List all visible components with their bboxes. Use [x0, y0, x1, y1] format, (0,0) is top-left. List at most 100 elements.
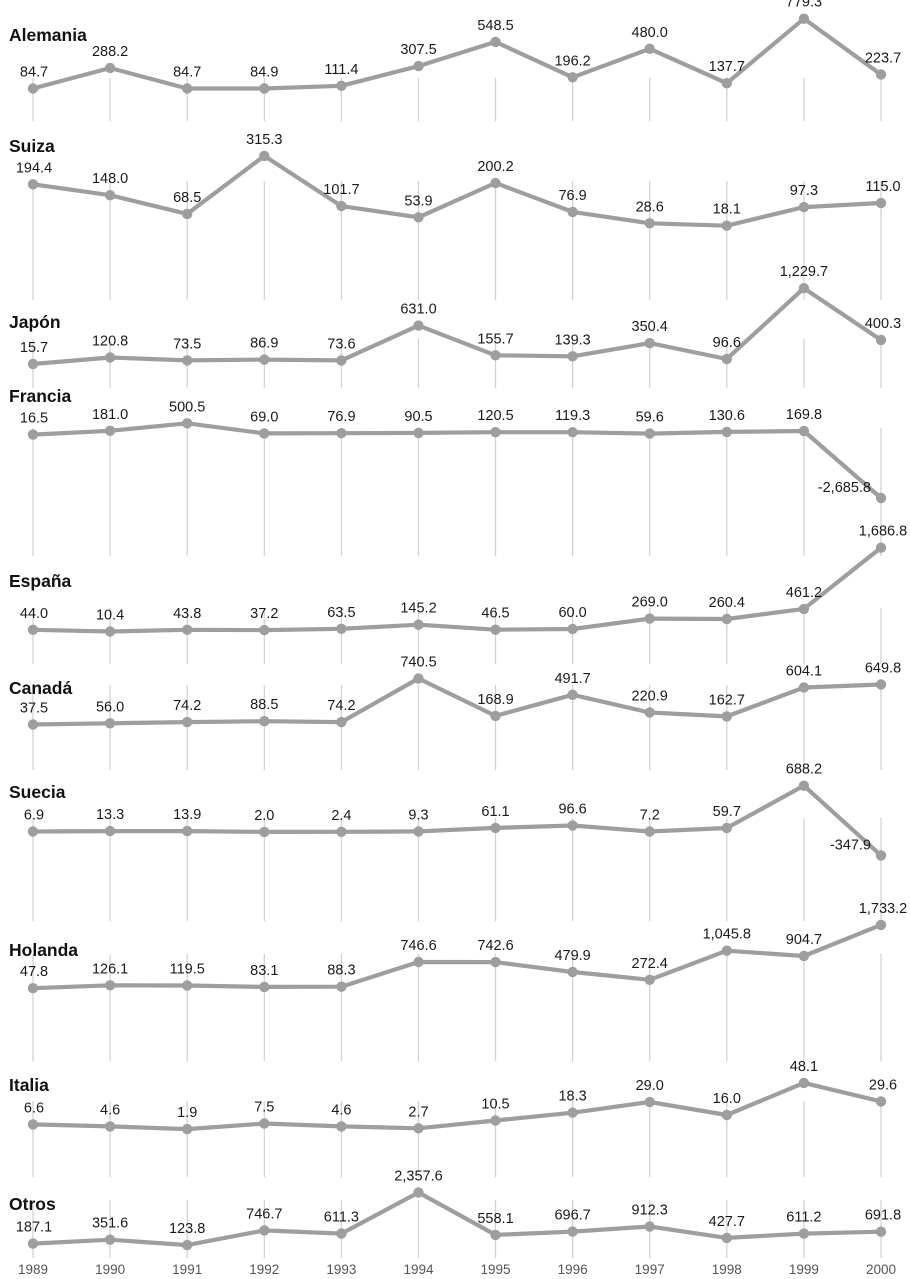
data-point: [567, 427, 578, 438]
data-label: 96.6: [713, 335, 741, 351]
data-point: [336, 428, 347, 439]
data-point: [413, 826, 424, 837]
data-point: [490, 177, 501, 189]
data-label: 742.6: [477, 938, 513, 954]
data-point: [875, 679, 887, 690]
data-point: [798, 1228, 810, 1239]
data-label: 119.3: [555, 408, 590, 424]
data-label: 6.6: [24, 1100, 44, 1116]
data-label: 97.3: [790, 183, 818, 199]
series-panel-alemania: Alemania 84.7 288.2 84.7 84.9 111.4 307.5 548.5…: [9, 0, 901, 94]
data-point: [798, 603, 810, 615]
data-label: 74.2: [327, 698, 355, 714]
data-point: [336, 1228, 347, 1239]
data-label: 611.3: [324, 1210, 359, 1226]
data-label: 6.9: [24, 808, 44, 824]
data-point: [567, 966, 578, 978]
data-point: [644, 707, 655, 718]
data-label: 162.7: [709, 692, 745, 708]
x-tick-label: 1993: [326, 1262, 356, 1277]
data-point: [798, 1077, 810, 1089]
data-label: 740.5: [400, 655, 436, 671]
data-label: 18.3: [558, 1089, 586, 1105]
data-point: [721, 1232, 732, 1244]
data-label: 10.5: [481, 1097, 509, 1113]
x-tick-label: 1999: [789, 1262, 819, 1277]
data-label: 119.5: [170, 962, 205, 978]
data-point: [27, 1238, 39, 1249]
data-label: 73.6: [327, 336, 355, 352]
data-label: 649.8: [865, 661, 901, 677]
data-point: [490, 710, 501, 722]
data-label: 90.5: [404, 409, 432, 425]
data-label: 46.5: [481, 606, 509, 622]
data-point: [413, 60, 424, 72]
data-point: [336, 981, 347, 992]
data-point: [798, 950, 810, 962]
data-point: [104, 1234, 116, 1245]
data-label: -347.9: [830, 837, 871, 853]
data-label: 73.5: [173, 336, 201, 352]
data-point: [336, 1121, 347, 1132]
data-point: [644, 1096, 655, 1108]
data-label: 84.7: [173, 65, 201, 81]
series-panel-francia: Francia 16.5 181.0 500.5 69.0 76.9 90.5 120.5 11…: [9, 386, 887, 504]
series-name: Otros: [9, 1194, 56, 1214]
data-point: [567, 1107, 578, 1118]
data-point: [259, 83, 270, 94]
data-label: 69.0: [250, 409, 278, 425]
data-label: 479.9: [554, 948, 590, 964]
data-point: [567, 820, 578, 831]
data-point: [798, 201, 810, 213]
series-line: [30, 16, 884, 91]
data-label: 60.0: [558, 605, 586, 621]
data-point: [644, 974, 655, 985]
data-point: [413, 427, 424, 439]
data-label: 155.7: [477, 331, 513, 347]
data-label: 187.1: [16, 1220, 52, 1236]
x-tick-label: 1990: [95, 1262, 125, 1277]
data-label: 10.4: [96, 608, 124, 624]
series-line: [30, 545, 884, 634]
data-point: [490, 956, 501, 968]
data-label: 76.9: [558, 188, 586, 204]
data-point: [875, 334, 887, 346]
data-point: [413, 1123, 424, 1134]
data-point: [182, 208, 193, 220]
data-label: 223.7: [865, 51, 901, 67]
data-label: 2.0: [254, 808, 274, 824]
data-point: [259, 1225, 270, 1236]
data-point: [104, 190, 116, 201]
data-label: 194.4: [16, 160, 52, 176]
series-line: [30, 922, 884, 991]
data-label: 59.6: [636, 410, 664, 426]
x-tick-label: 1991: [172, 1262, 202, 1277]
data-label: 1,229.7: [780, 264, 828, 280]
x-tick-label: 1994: [403, 1262, 434, 1277]
data-point: [182, 716, 193, 728]
x-tick-label: 1996: [558, 1262, 588, 1277]
x-tick-label: 1989: [18, 1262, 48, 1277]
data-point: [721, 822, 732, 834]
data-label: 83.1: [250, 963, 278, 979]
data-point: [27, 83, 39, 94]
series-name: Japón: [9, 312, 61, 332]
series-panel-españa: España 44.0 10.4 43.8 37.2 63.5 145.2 46.5 60.0 2…: [9, 524, 907, 637]
data-point: [259, 716, 270, 727]
data-point: [182, 1123, 193, 1135]
data-point: [413, 212, 424, 223]
data-label: 48.1: [790, 1059, 818, 1075]
data-label: 96.6: [558, 802, 586, 818]
data-point: [490, 36, 501, 48]
data-label: 288.2: [92, 44, 128, 60]
data-point: [490, 1115, 501, 1126]
data-point: [104, 1121, 116, 1132]
data-label: 691.8: [865, 1208, 901, 1224]
data-point: [721, 945, 732, 956]
data-point: [104, 626, 116, 637]
data-label: 696.7: [554, 1208, 590, 1224]
data-label: 120.5: [477, 408, 513, 424]
data-label: 47.8: [20, 964, 48, 980]
data-point: [644, 218, 655, 229]
